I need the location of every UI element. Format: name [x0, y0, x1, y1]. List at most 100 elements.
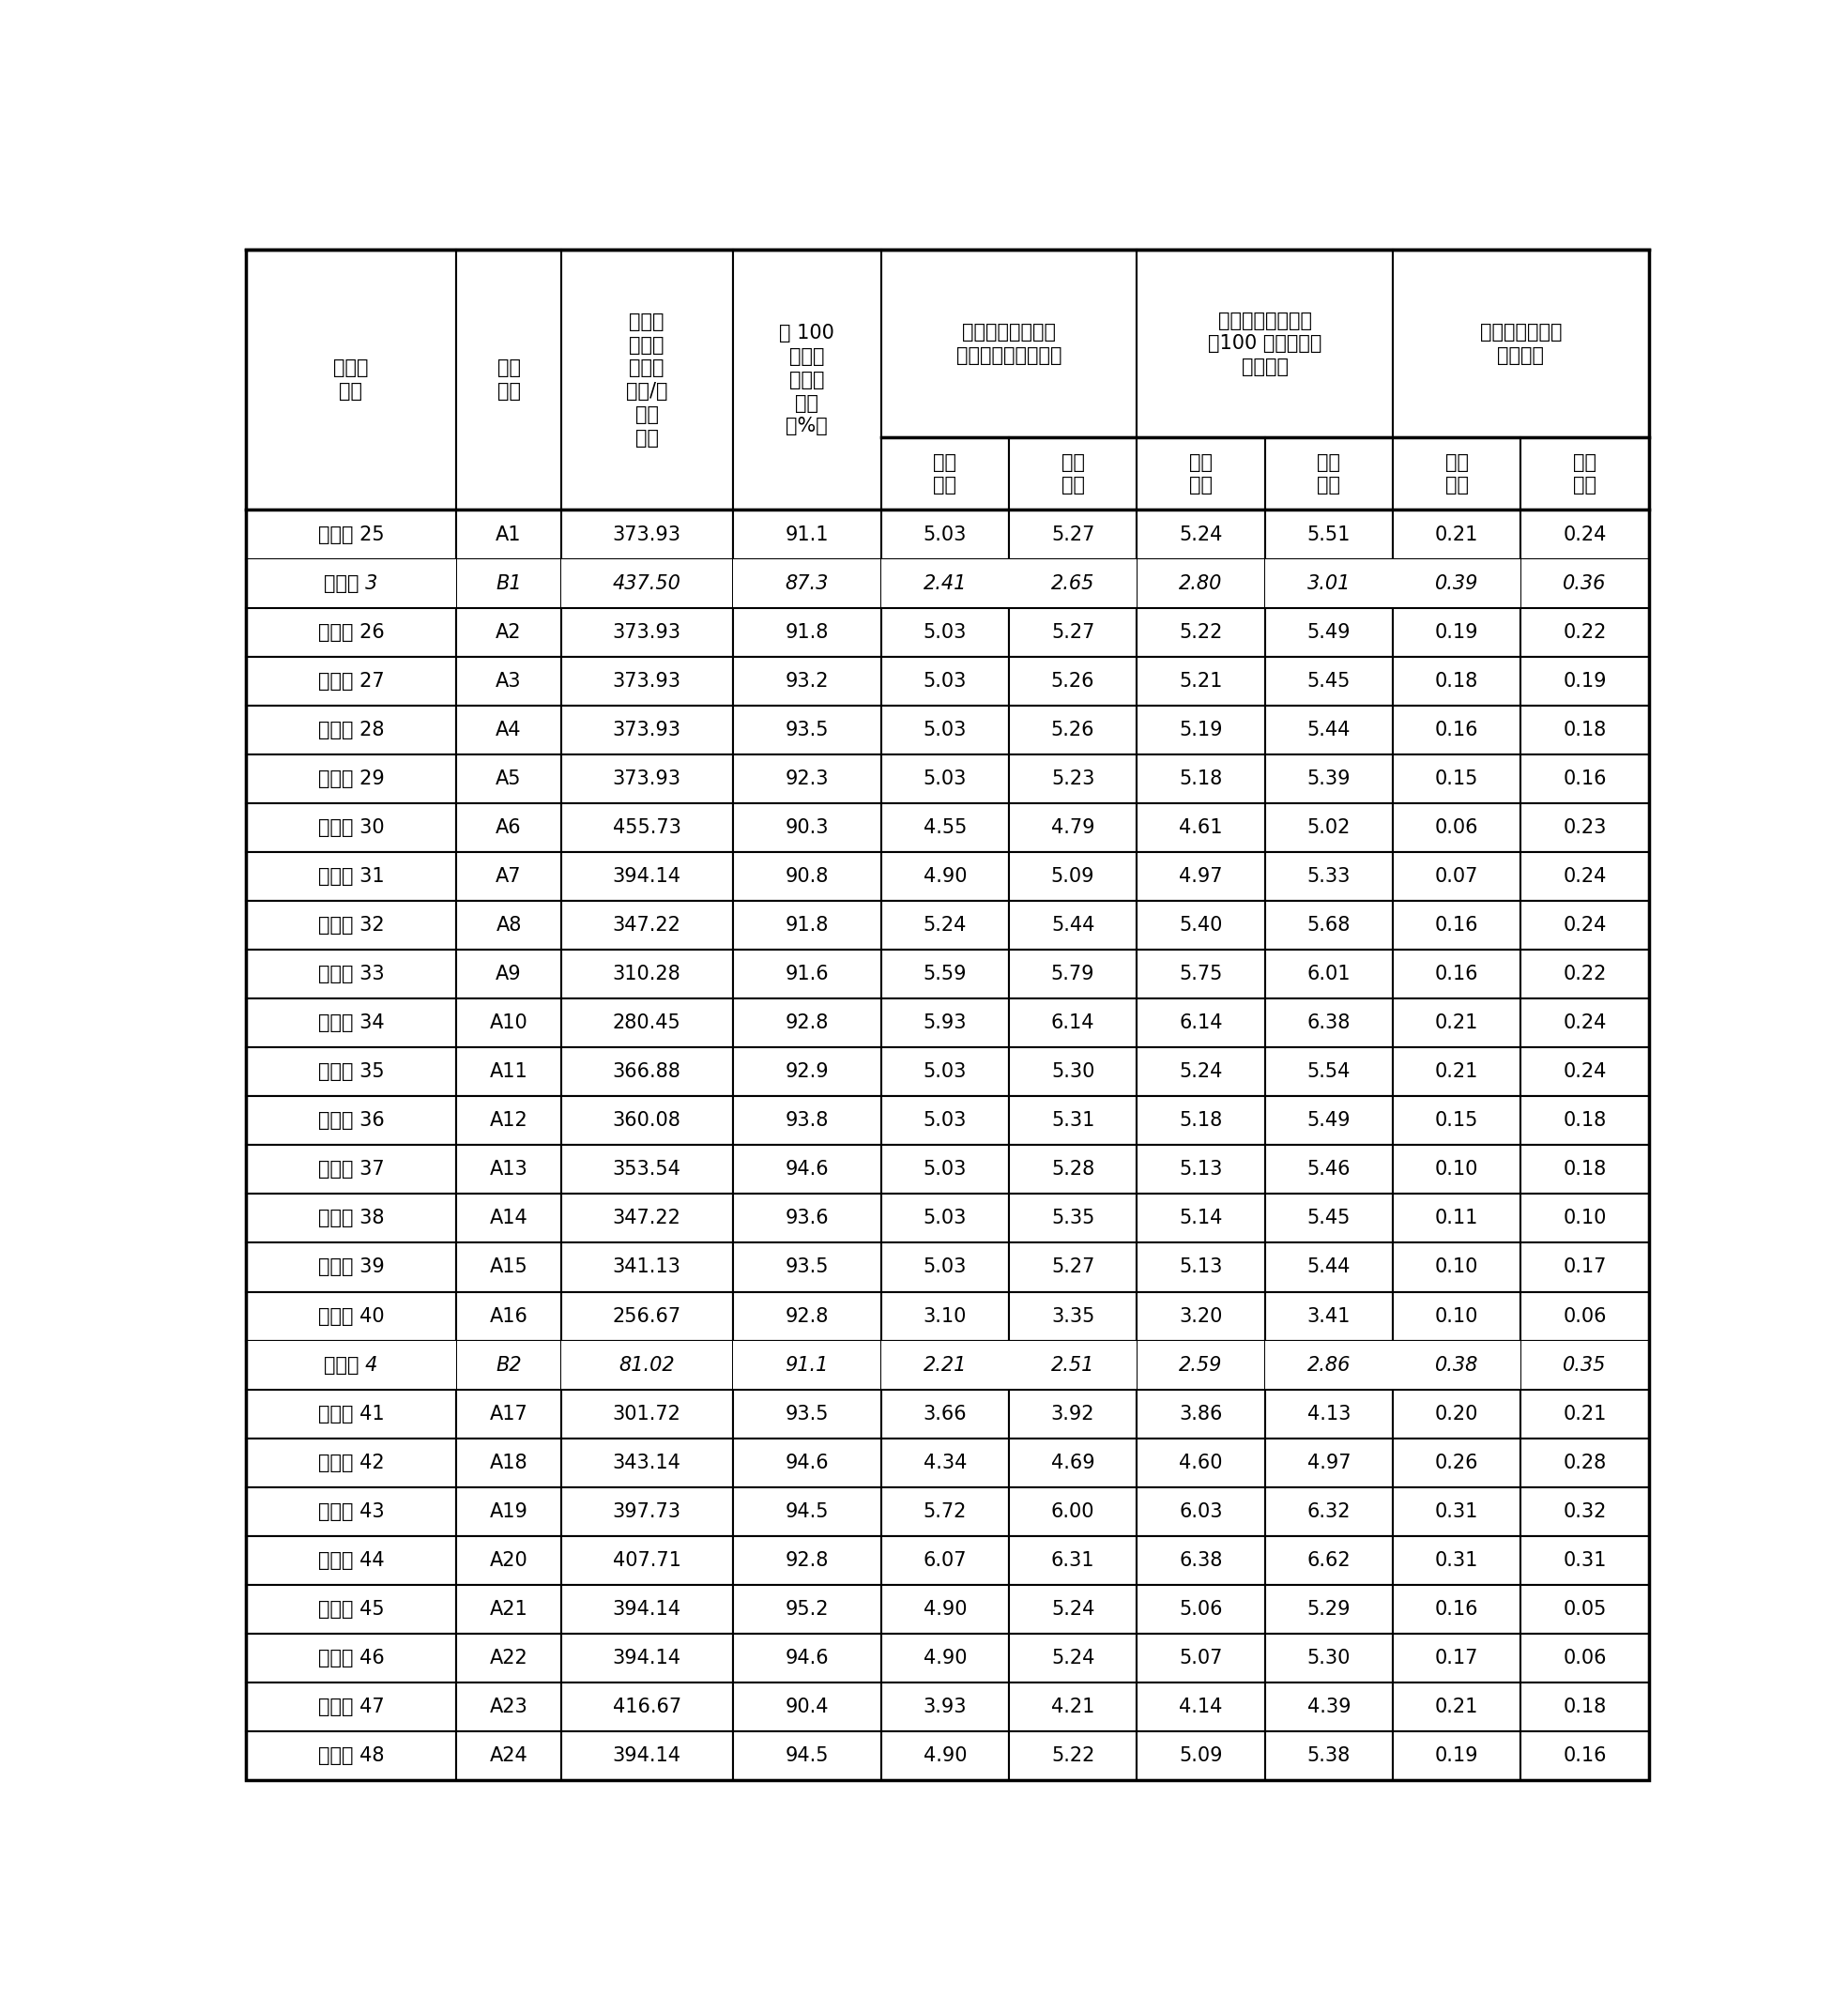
Bar — [1009, 1292, 1137, 1341]
Bar — [246, 249, 456, 511]
Bar — [1264, 559, 1393, 607]
Bar — [562, 1487, 732, 1536]
Bar — [246, 1439, 456, 1487]
Bar — [732, 1292, 881, 1341]
Text: 实施例 27: 实施例 27 — [318, 671, 384, 689]
Text: 4.34: 4.34 — [924, 1453, 967, 1471]
Text: 2.80: 2.80 — [1179, 575, 1223, 593]
Bar — [456, 1584, 562, 1634]
Bar — [732, 1194, 881, 1242]
Text: A17: A17 — [490, 1405, 529, 1423]
Bar — [1137, 1194, 1264, 1242]
Bar — [562, 706, 732, 754]
Bar — [1137, 706, 1264, 754]
Text: 实施例 37: 实施例 37 — [318, 1160, 384, 1180]
Text: 455.73: 455.73 — [614, 818, 682, 836]
Bar — [456, 559, 560, 607]
Bar — [246, 559, 456, 607]
Bar — [1137, 852, 1264, 900]
Bar — [1009, 804, 1137, 852]
Bar — [1009, 607, 1137, 657]
Bar — [1393, 1095, 1521, 1146]
Text: 0.18: 0.18 — [1436, 671, 1478, 689]
Bar — [881, 852, 1009, 900]
Text: 91.8: 91.8 — [785, 623, 828, 641]
Bar — [1009, 1439, 1137, 1487]
Text: 95.2: 95.2 — [785, 1600, 828, 1618]
Bar — [246, 559, 456, 607]
Bar — [456, 1634, 562, 1682]
Bar — [1264, 1682, 1393, 1731]
Text: 5.30: 5.30 — [1052, 1063, 1094, 1081]
Bar — [1521, 607, 1648, 657]
Text: 92.3: 92.3 — [785, 770, 828, 788]
Text: 0.26: 0.26 — [1434, 1453, 1478, 1471]
Bar — [732, 999, 881, 1047]
Bar — [732, 706, 881, 754]
Bar — [562, 607, 732, 657]
Text: 0.10: 0.10 — [1434, 1160, 1478, 1180]
Bar — [881, 1095, 1009, 1146]
Text: 0.38: 0.38 — [1434, 1355, 1478, 1375]
Text: 5.06: 5.06 — [1179, 1600, 1223, 1618]
Bar — [562, 1194, 732, 1242]
Bar — [1393, 754, 1521, 804]
Text: 2.59: 2.59 — [1179, 1355, 1223, 1375]
Text: 4.90: 4.90 — [924, 1600, 967, 1618]
Text: 360.08: 360.08 — [614, 1112, 682, 1130]
Text: 5.24: 5.24 — [924, 917, 967, 935]
Text: 4.69: 4.69 — [1052, 1453, 1094, 1471]
Bar — [1521, 559, 1648, 607]
Bar — [1264, 1047, 1393, 1095]
Text: A23: A23 — [490, 1698, 529, 1717]
Text: 93.6: 93.6 — [785, 1208, 828, 1228]
Text: 0.05: 0.05 — [1563, 1600, 1606, 1618]
Bar — [1521, 657, 1648, 706]
Text: 0.22: 0.22 — [1563, 623, 1606, 641]
Text: 电池厚度（毫米）
（充、放电循环前）: 电池厚度（毫米） （充、放电循环前） — [955, 324, 1063, 366]
Bar — [246, 1095, 456, 1146]
Bar — [1521, 1242, 1648, 1292]
Text: 5.27: 5.27 — [1052, 525, 1094, 545]
Bar — [1264, 1194, 1393, 1242]
Text: 4.60: 4.60 — [1179, 1453, 1223, 1471]
Text: 5.44: 5.44 — [1052, 917, 1094, 935]
Text: 5.03: 5.03 — [924, 770, 967, 788]
Text: A19: A19 — [490, 1501, 529, 1522]
Text: 394.14: 394.14 — [612, 866, 682, 886]
Bar — [1264, 1292, 1393, 1341]
Text: A3: A3 — [495, 671, 521, 689]
Bar — [456, 949, 562, 999]
Bar — [881, 1487, 1009, 1536]
Text: 5.24: 5.24 — [1179, 525, 1223, 545]
Bar — [732, 1047, 881, 1095]
Bar — [881, 438, 1009, 511]
Bar — [456, 1146, 562, 1194]
Text: 0.18: 0.18 — [1563, 1112, 1606, 1130]
Bar — [1137, 1584, 1264, 1634]
Text: 4.79: 4.79 — [1052, 818, 1094, 836]
Bar — [246, 706, 456, 754]
Bar — [1393, 1146, 1521, 1194]
Text: 94.6: 94.6 — [785, 1160, 828, 1180]
Bar — [732, 900, 881, 949]
Bar — [562, 1242, 732, 1292]
Text: 310.28: 310.28 — [614, 965, 682, 983]
Bar — [1137, 1731, 1264, 1781]
Bar — [881, 999, 1009, 1047]
Bar — [562, 1341, 732, 1389]
Text: 5.45: 5.45 — [1307, 1208, 1351, 1228]
Bar — [1009, 1731, 1137, 1781]
Bar — [734, 1341, 881, 1389]
Bar — [1264, 999, 1393, 1047]
Text: 93.5: 93.5 — [785, 1258, 828, 1276]
Text: 2.51: 2.51 — [1052, 1355, 1094, 1375]
Bar — [732, 1536, 881, 1584]
Text: 6.01: 6.01 — [1307, 965, 1351, 983]
Bar — [732, 852, 881, 900]
Text: 0.10: 0.10 — [1563, 1208, 1606, 1228]
Text: 2.21: 2.21 — [924, 1355, 967, 1375]
Text: 5.51: 5.51 — [1307, 525, 1351, 545]
Text: 0.15: 0.15 — [1434, 1112, 1478, 1130]
Bar — [1521, 1439, 1648, 1487]
